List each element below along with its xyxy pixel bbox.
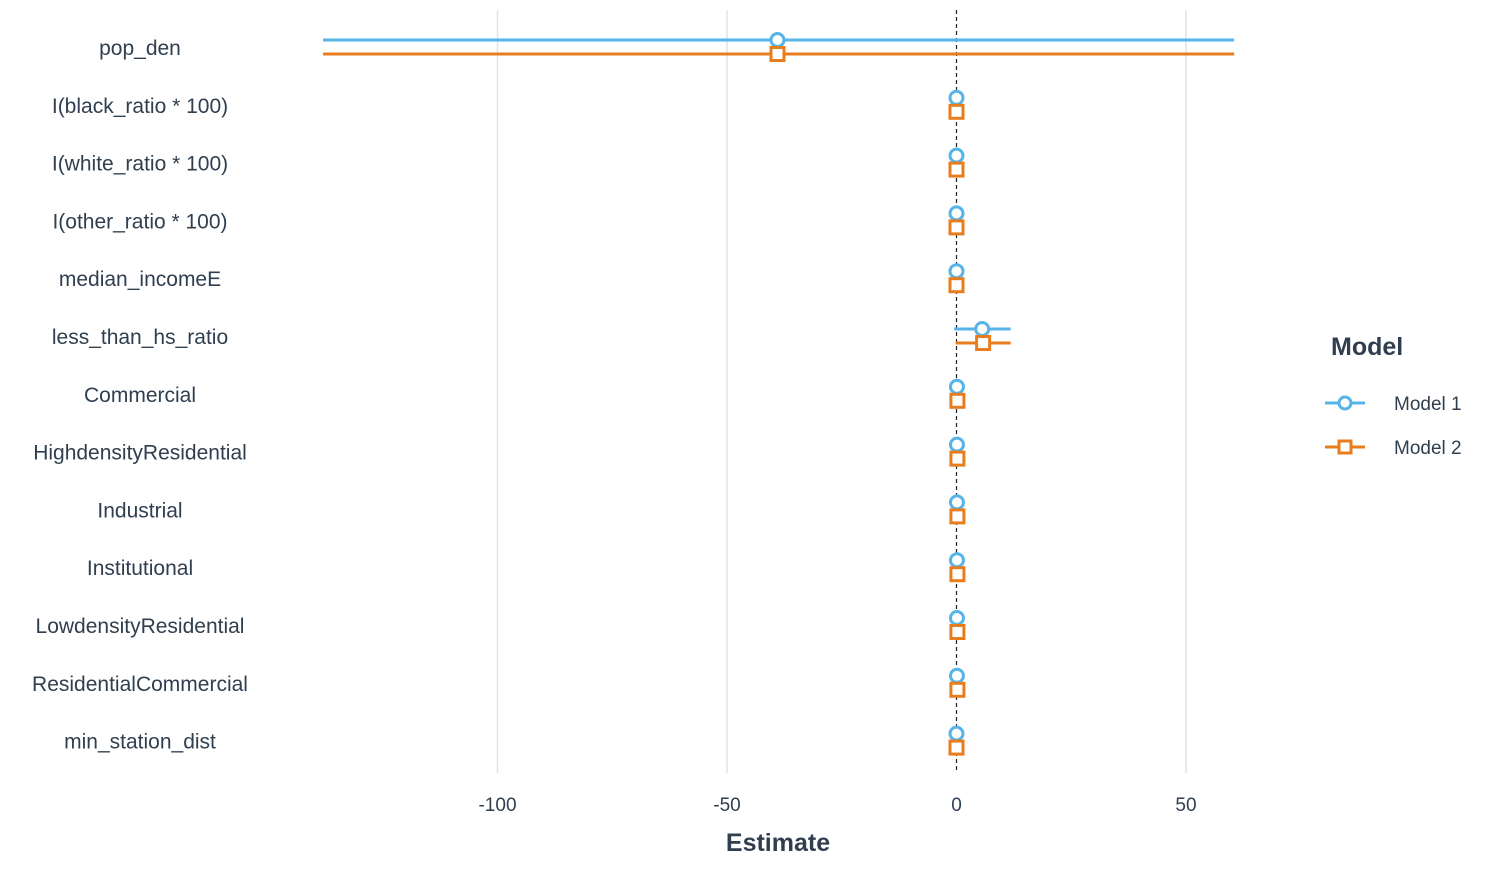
term-label: I(white_ratio * 100) — [52, 153, 228, 176]
estimate-point-circle — [974, 321, 991, 337]
legend-title: Model — [1331, 333, 1403, 361]
legend-label: Model 1 — [1394, 394, 1462, 415]
legend-key-circle — [1337, 395, 1353, 411]
estimate-point-circle — [948, 378, 965, 395]
term-label: Industrial — [97, 499, 182, 522]
estimate-point-circle — [948, 610, 965, 626]
estimate-point-circle — [948, 205, 965, 222]
estimate-point-circle — [948, 552, 965, 569]
term-label: Institutional — [87, 557, 193, 580]
legend-items: Model 1 Model 2 — [1325, 394, 1462, 459]
term-label: less_than_hs_ratio — [52, 326, 228, 349]
term-label: LowdensityResidential — [36, 615, 245, 638]
estimate-point-square — [975, 335, 992, 351]
x-tick-label: 0 — [951, 795, 962, 816]
term-label: median_incomeE — [59, 268, 221, 291]
term-labels: pop_den I(black_ratio * 100) I(white_ratio… — [32, 37, 248, 754]
estimate-point-square — [949, 624, 966, 640]
term-label: I(black_ratio * 100) — [52, 95, 228, 118]
x-tick-label: 50 — [1175, 795, 1196, 816]
x-axis-title: Estimate — [726, 829, 830, 857]
term-label: I(other_ratio * 100) — [52, 210, 227, 233]
legend: Model Model 1 Model 2 — [1325, 333, 1462, 459]
estimate-point-circle — [769, 32, 786, 48]
estimate-point-circle — [948, 147, 965, 164]
estimate-point-circle — [948, 494, 965, 511]
estimate-point-square — [948, 219, 965, 236]
x-tick-label: -100 — [478, 795, 516, 816]
estimate-point-circle — [948, 667, 965, 684]
legend-label: Model 2 — [1394, 438, 1462, 459]
legend-item: Model 2 — [1325, 438, 1462, 459]
estimate-point-square — [948, 161, 965, 178]
term-label: Commercial — [84, 384, 196, 407]
estimate-point-square — [948, 103, 965, 120]
estimate-point-square — [949, 566, 966, 583]
legend-key-square — [1337, 439, 1353, 455]
estimate-point-circle — [948, 725, 965, 742]
estimate-point-square — [949, 508, 966, 525]
x-tick-labels: -100 -50 0 50 — [478, 795, 1196, 816]
x-tick-label: -50 — [713, 795, 740, 816]
grid-layer — [496, 10, 1187, 773]
estimate-point-circle — [948, 436, 965, 453]
term-label: HighdensityResidential — [33, 442, 247, 465]
estimate-point-square — [949, 450, 966, 467]
estimate-point-square — [949, 392, 966, 409]
estimate-point-circle — [948, 89, 965, 106]
estimate-point-circle — [948, 263, 965, 280]
estimate-point-square — [948, 739, 965, 756]
term-label: min_station_dist — [64, 731, 216, 754]
estimate-point-square — [769, 46, 786, 62]
estimate-point-square — [949, 681, 966, 698]
term-label: ResidentialCommercial — [32, 673, 248, 696]
estimate-point-square — [948, 277, 965, 294]
term-label: pop_den — [99, 37, 181, 60]
data-layer — [323, 32, 1235, 756]
legend-item: Model 1 — [1325, 394, 1462, 415]
